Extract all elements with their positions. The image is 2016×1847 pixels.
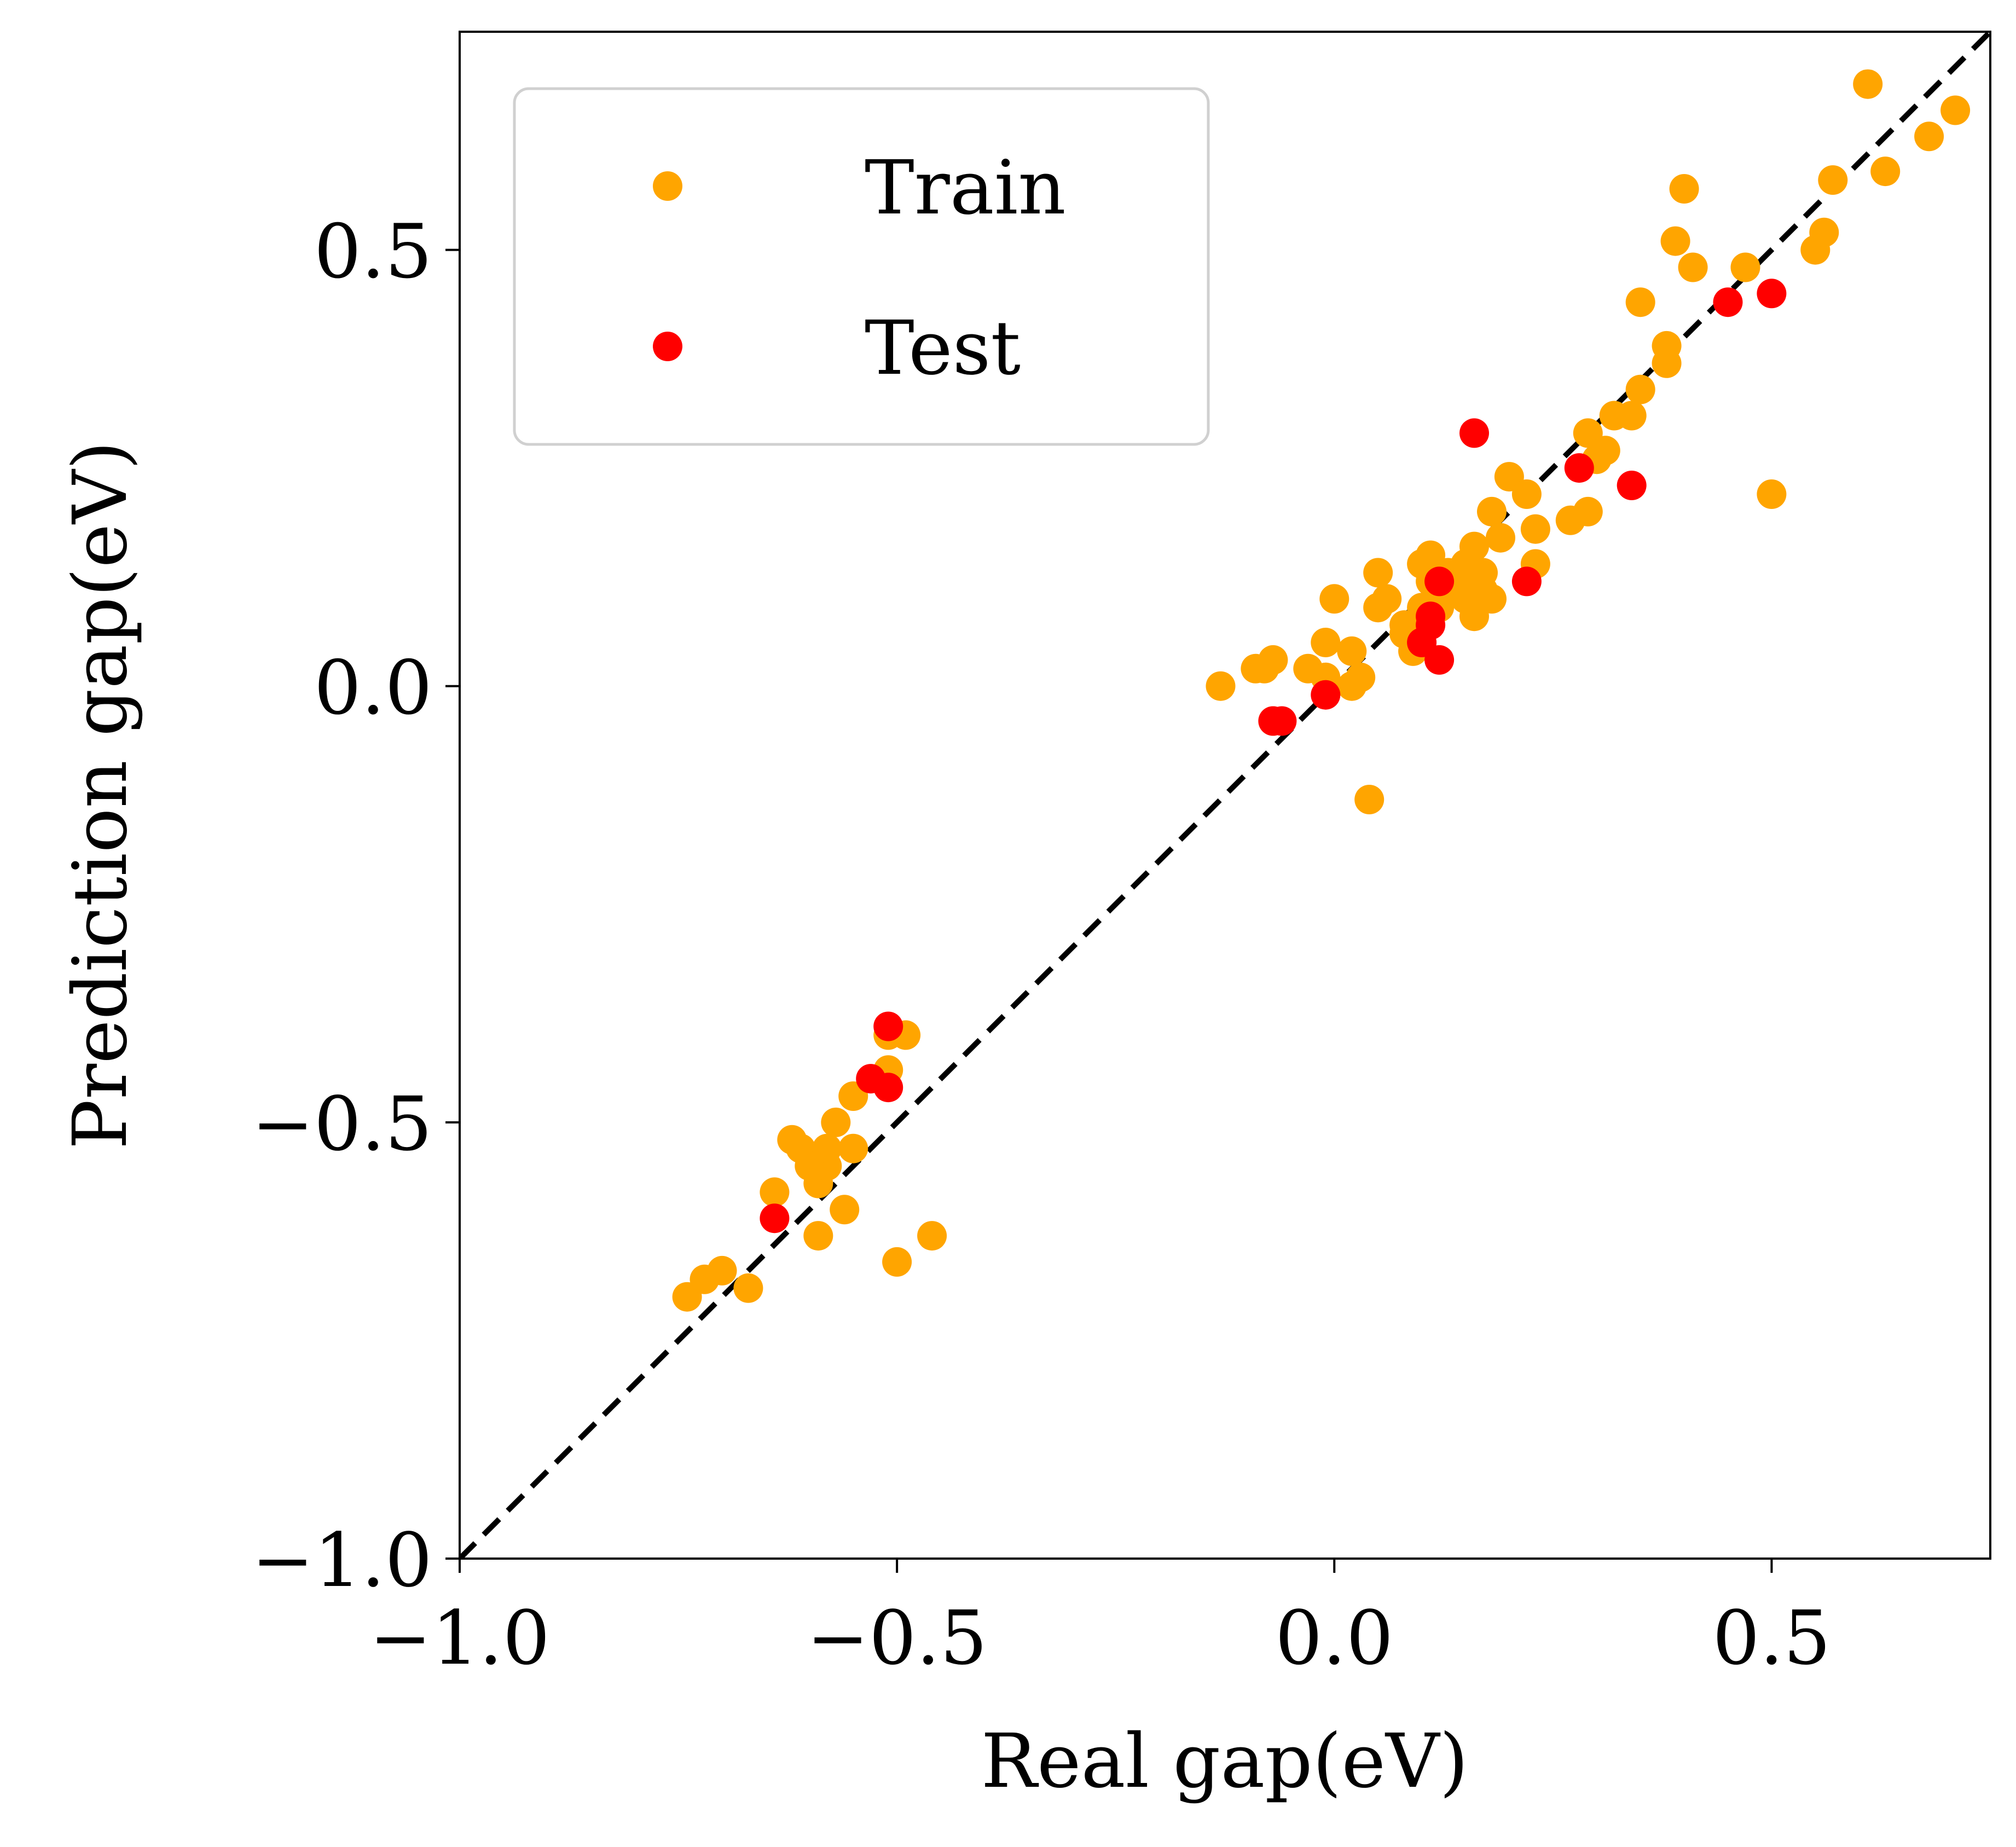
data-point-train: [1337, 636, 1367, 666]
legend: Train Test: [513, 87, 1210, 446]
data-point-test: [873, 1011, 903, 1041]
y-axis-label: Prediction gap(eV): [57, 441, 144, 1150]
data-point-train: [1258, 645, 1288, 675]
data-point-train: [1511, 479, 1542, 509]
data-point-train: [1520, 514, 1550, 544]
data-point-train: [838, 1133, 868, 1163]
data-point-train: [1914, 121, 1944, 152]
y-tick-label: −0.5: [252, 1081, 432, 1168]
data-point-train: [1459, 531, 1489, 561]
data-point-train: [1652, 348, 1682, 378]
data-point-test: [1713, 287, 1743, 317]
x-tick-label: 0.5: [1712, 1595, 1830, 1682]
data-point-train: [1354, 785, 1384, 814]
data-point-test: [1424, 645, 1455, 675]
data-point-train: [760, 1177, 790, 1207]
legend-box: [513, 87, 1210, 446]
data-point-test: [1511, 566, 1542, 597]
legend-marker-test: [653, 332, 682, 361]
data-point-train: [1311, 628, 1341, 657]
identity-reference-line: [460, 32, 1990, 1559]
data-point-train: [1590, 436, 1620, 466]
x-tick-label: −1.0: [369, 1595, 550, 1682]
data-point-train: [917, 1221, 947, 1251]
data-point-train: [707, 1255, 737, 1286]
data-point-train: [1669, 174, 1699, 204]
data-point-train: [1573, 496, 1603, 526]
y-tick-label: 0.0: [314, 645, 432, 732]
data-point-train: [1809, 217, 1839, 247]
data-point-train: [1870, 157, 1901, 187]
legend-label-test: Test: [865, 305, 1021, 392]
data-point-train: [1477, 584, 1507, 614]
data-point-train: [1625, 374, 1655, 404]
data-point-train: [1372, 584, 1402, 614]
data-point-train: [1625, 287, 1655, 317]
legend-marker-train: [653, 171, 682, 201]
data-point-train: [1730, 252, 1760, 282]
data-point-train: [1940, 95, 1971, 125]
data-point-train: [821, 1107, 851, 1137]
data-point-test: [1424, 566, 1455, 597]
data-point-train: [1660, 226, 1690, 256]
y-tick-label: 0.5: [314, 209, 432, 296]
data-point-test: [1416, 601, 1446, 632]
data-point-train: [1319, 584, 1349, 614]
x-tick-label: 0.0: [1275, 1595, 1393, 1682]
y-tick-label: −1.0: [252, 1518, 432, 1604]
reference-line-layer: [460, 32, 1990, 1559]
plot-frame: [459, 31, 1991, 1560]
data-point-train: [733, 1273, 763, 1303]
data-point-test: [1267, 706, 1297, 736]
data-point-train: [1477, 496, 1507, 526]
data-point-test: [1617, 471, 1647, 500]
data-point-test: [1459, 418, 1489, 448]
data-point-train: [803, 1221, 833, 1251]
data-point-test: [760, 1203, 790, 1234]
data-point-train: [1617, 401, 1647, 431]
tick-layer: −1.0 −0.5 0.0 0.5 −1.0 −0.5 0.0 0.5: [252, 209, 1831, 1682]
data-point-train: [1468, 558, 1498, 588]
data-point-train: [1486, 523, 1515, 553]
legend-label-train: Train: [865, 145, 1066, 231]
data-point-train: [1818, 165, 1848, 195]
data-point-train: [812, 1133, 842, 1163]
data-point-train: [882, 1247, 912, 1277]
x-axis-label: Real gap(eV): [981, 1718, 1469, 1805]
data-point-train: [1757, 479, 1787, 509]
data-point-train: [830, 1195, 860, 1225]
data-points-layer: [672, 69, 1971, 1312]
data-point-train: [1206, 671, 1236, 701]
data-point-train: [1346, 662, 1376, 692]
data-point-test: [1311, 680, 1341, 710]
data-point-train: [1678, 252, 1708, 282]
data-point-test: [873, 1073, 903, 1103]
x-tick-label: −0.5: [807, 1595, 987, 1682]
data-point-test: [1564, 453, 1594, 483]
data-point-train: [1363, 558, 1393, 588]
data-point-test: [1757, 279, 1787, 309]
data-point-train: [1853, 69, 1883, 99]
